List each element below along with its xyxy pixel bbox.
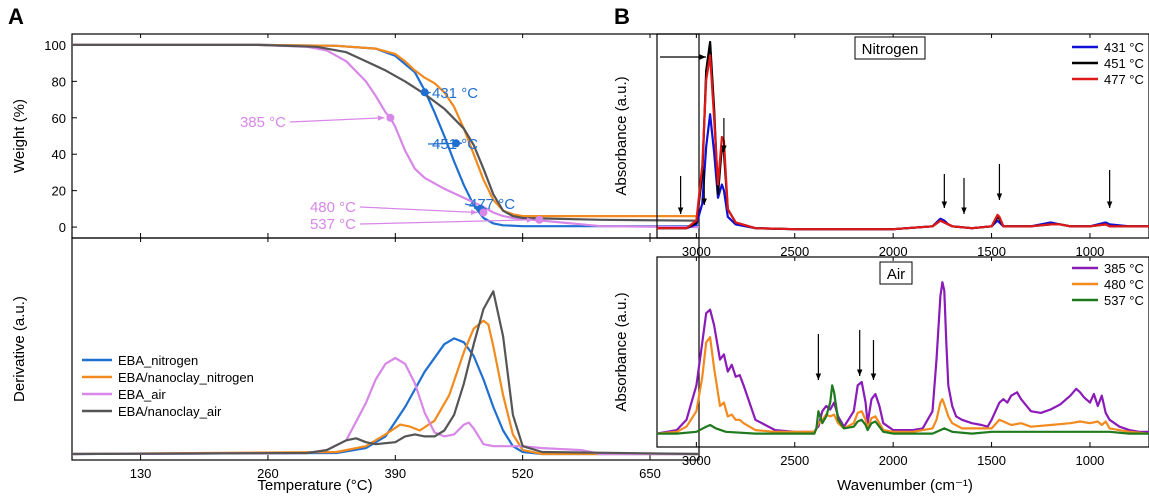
weight-arrow-3-head (377, 115, 385, 121)
derivative-xtick-label-3: 520 (512, 466, 534, 481)
nitrogen-title-box (854, 36, 926, 60)
air-arrow-1-head (856, 369, 863, 376)
weight-ytick-label-4: 80 (52, 74, 66, 89)
derivative-ylabel: Derivative (a.u.) (11, 296, 28, 402)
air-xtick-label-1: 2500 (780, 453, 809, 468)
nitrogen-legend-label-2: 477 °C (1104, 72, 1144, 87)
air-title-box (879, 261, 913, 285)
nitrogen-legend-label-1: 451 °C (1104, 56, 1144, 71)
weight-arrow-5-head (526, 217, 534, 223)
nitrogen-xtick-label-4: 1000 (1075, 244, 1104, 259)
panel-a-letter: A (8, 4, 24, 29)
nitrogen-plot-frame (656, 33, 1149, 239)
nitrogen-arrow-1-head (701, 198, 707, 205)
derivative-series-3 (71, 290, 700, 456)
legend-label-2: EBA_air (118, 387, 166, 402)
weight-marker-5 (535, 215, 544, 224)
panel-b-letter: B (614, 4, 630, 29)
weight-annotation-4: 480 °C (310, 199, 356, 216)
weight-series-3 (72, 43, 700, 222)
nitrogen-series-1 (657, 40, 1149, 231)
weight-marker-4 (479, 208, 488, 217)
derivative-series-1 (71, 319, 699, 456)
air-xtick-label-3: 1500 (977, 453, 1006, 468)
air-arrow-0-head (815, 373, 822, 380)
derivative-xtick-label-4: 650 (639, 466, 661, 481)
derivative-xtick-label-1: 260 (257, 466, 279, 481)
derivative-xtick-label-0: 130 (130, 466, 152, 481)
nitrogen-series-2 (657, 54, 1149, 231)
derivative-series-0 (71, 337, 699, 456)
air-title: Air (887, 266, 905, 283)
weight-arrow-3-shaft (289, 117, 385, 123)
derivative-xtick-label-2: 390 (384, 466, 406, 481)
air-legend-label-1: 480 °C (1104, 277, 1144, 292)
nitrogen-xtick-label-2: 2000 (879, 244, 908, 259)
derivative-plot-frame (71, 237, 700, 461)
air-xtick-label-0: 3000 (682, 453, 711, 468)
air-series-2 (657, 384, 1149, 435)
weight-arrow-4-shaft (359, 206, 478, 214)
air-arrow-2-head (870, 373, 877, 380)
weight-arrow-0-head (423, 91, 431, 97)
nitrogen-ylabel: Absorbance (a.u.) (613, 76, 630, 195)
nitrogen-arrow-5-head (996, 193, 1003, 200)
legend-label-0: EBA_nitrogen (118, 353, 198, 368)
nitrogen-arrow-peak-head (699, 54, 706, 60)
weight-arrow-4-head (470, 209, 478, 215)
nitrogen-xtick-label-0: 3000 (682, 244, 711, 259)
weight-annotation-0: 431 °C (432, 85, 478, 102)
nitrogen-legend-label-0: 431 °C (1104, 40, 1144, 55)
weight-ylabel: Weight (%) (11, 99, 28, 173)
air-xtick-label-4: 1000 (1075, 453, 1104, 468)
nitrogen-arrow-3-head (941, 201, 948, 208)
air-xlabel: Wavenumber (cm⁻¹) (837, 477, 973, 494)
nitrogen-title: Nitrogen (862, 41, 919, 58)
weight-ytick-label-2: 40 (52, 147, 66, 162)
nitrogen-arrow-6-head (1106, 201, 1113, 208)
legend-label-1: EBA/nanoclay_nitrogen (118, 370, 254, 385)
weight-ytick-label-0: 0 (59, 220, 66, 235)
weight-ytick-label-3: 60 (52, 111, 66, 126)
weight-annotation-3: 385 °C (240, 114, 286, 131)
legend-label-3: EBA/nanoclay_air (118, 404, 222, 419)
weight-annotation-2: 477 °C (469, 196, 515, 213)
air-series-1 (656, 336, 1149, 435)
weight-ytick-label-5: 100 (44, 38, 66, 53)
air-xtick-label-2: 2000 (879, 453, 908, 468)
weight-annotation-5: 537 °C (310, 216, 356, 233)
nitrogen-xtick-label-1: 2500 (780, 244, 809, 259)
nitrogen-xtick-label-3: 1500 (977, 244, 1006, 259)
weight-series-1 (72, 43, 699, 218)
weight-series-0 (72, 43, 699, 228)
air-legend-label-2: 537 °C (1104, 293, 1144, 308)
air-ylabel: Absorbance (a.u.) (613, 292, 630, 411)
weight-marker-3 (386, 113, 395, 122)
weight-arrow-1-head (455, 140, 463, 147)
air-legend-label-0: 385 °C (1104, 261, 1144, 276)
weight-annotation-1: 451 °C (432, 136, 478, 153)
air-plot-frame (656, 256, 1149, 448)
derivative-xlabel: Temperature (°C) (257, 477, 372, 494)
nitrogen-arrow-0-head (677, 207, 684, 214)
weight-ytick-label-1: 20 (52, 184, 66, 199)
nitrogen-arrow-4-head (961, 207, 967, 214)
weight-series-2 (72, 43, 700, 229)
weight-plot-frame (71, 33, 700, 239)
nitrogen-arrow-2-head (721, 145, 727, 152)
nitrogen-series-0 (657, 113, 1149, 231)
weight-arrow-5-shaft (359, 219, 534, 225)
air-series-0 (656, 281, 1149, 435)
